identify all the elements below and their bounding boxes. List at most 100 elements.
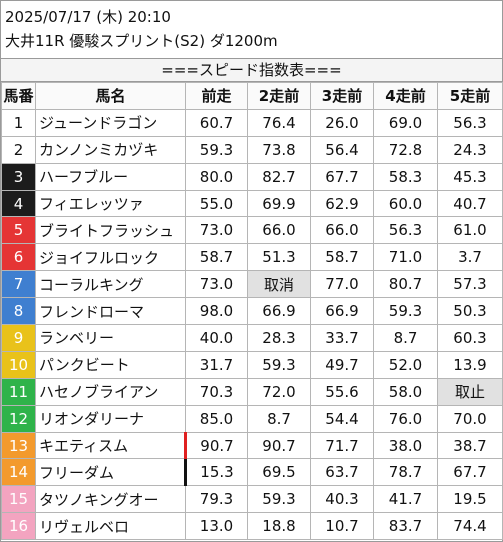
- horse-number: 4: [1, 189, 36, 218]
- speed-index-value: 51.3: [247, 243, 311, 272]
- horse-number: 5: [1, 216, 36, 245]
- speed-index-value: 79.3: [185, 485, 248, 514]
- horse-name: コーラルキング: [35, 270, 186, 299]
- speed-index-value: 58.7: [185, 243, 248, 272]
- table-row: 2 カンノンミカヅキ 59.3 73.8 56.4 72.8 24.3: [1, 135, 503, 164]
- table-row: 12 リオンダリーナ 85.0 8.7 54.4 76.0 70.0: [1, 404, 503, 433]
- horse-number: 11: [1, 377, 36, 406]
- table-row: 10 パンクビート 31.7 59.3 49.7 52.0 13.9: [1, 350, 503, 379]
- speed-index-value: 67.7: [310, 162, 374, 191]
- horse-number: 15: [1, 485, 36, 514]
- horse-number: 2: [1, 135, 36, 164]
- table-row: 9 ランベリー 40.0 28.3 33.7 8.7 60.3: [1, 324, 503, 352]
- speed-index-value: 26.0: [310, 108, 374, 137]
- col-header-prev4: 4走前: [373, 82, 438, 110]
- speed-index-value: 69.9: [247, 189, 311, 218]
- speed-index-value: 60.3: [437, 324, 503, 352]
- speed-index-value: 38.7: [437, 431, 503, 460]
- table-row: 6 ジョイフルロック 58.7 51.3 58.7 71.0 3.7: [1, 243, 503, 272]
- horse-name: ジョイフルロック: [35, 243, 186, 272]
- speed-index-value: 57.3: [437, 270, 503, 299]
- speed-index-value: 73.0: [185, 270, 248, 299]
- speed-index-value: 80.7: [373, 270, 438, 299]
- table-title: ===スピード指数表===: [1, 58, 502, 82]
- table-row: 5 ブライトフラッシュ 73.0 66.0 66.0 56.3 61.0: [1, 216, 503, 245]
- col-header-prev5: 5走前: [437, 82, 503, 110]
- col-header-num: 馬番: [1, 82, 36, 110]
- speed-index-value: 61.0: [437, 216, 503, 245]
- horse-number: 14: [1, 458, 36, 487]
- horse-name: リヴェルベロ: [35, 512, 186, 541]
- speed-index-value: 50.3: [437, 297, 503, 326]
- speed-index-value: 13.0: [185, 512, 248, 541]
- speed-index-value: 62.9: [310, 189, 374, 218]
- speed-index-value: 66.9: [247, 297, 311, 326]
- speed-index-value: 8.7: [373, 324, 438, 352]
- horse-number: 1: [1, 108, 36, 137]
- speed-index-value: 60.0: [373, 189, 438, 218]
- speed-index-value: 59.3: [247, 350, 311, 379]
- horse-name: ハーフブルー: [35, 162, 186, 191]
- speed-index-value: 80.0: [185, 162, 248, 191]
- speed-index-value: 67.7: [437, 458, 503, 487]
- speed-index-value: 72.8: [373, 135, 438, 164]
- table-row: 1 ジューンドラゴン 60.7 76.4 26.0 69.0 56.3: [1, 108, 503, 137]
- horse-name: カンノンミカヅキ: [35, 135, 186, 164]
- horse-number: 3: [1, 162, 36, 191]
- col-header-prev3: 3走前: [310, 82, 374, 110]
- horse-number: 6: [1, 243, 36, 272]
- horse-name: ブライトフラッシュ: [35, 216, 186, 245]
- speed-index-value: 66.9: [310, 297, 374, 326]
- speed-index-value: 31.7: [185, 350, 248, 379]
- race-title: 大井11R 優駿スプリント(S2) ダ1200m: [5, 32, 278, 50]
- speed-index-value: 74.4: [437, 512, 503, 541]
- speed-index-value: 59.3: [185, 135, 248, 164]
- speed-index-value: 82.7: [247, 162, 311, 191]
- speed-index-value: 28.3: [247, 324, 311, 352]
- speed-index-value: 70.3: [185, 377, 248, 406]
- speed-index-value: 59.3: [247, 485, 311, 514]
- speed-index-value: 40.0: [185, 324, 248, 352]
- speed-index-value: 56.4: [310, 135, 374, 164]
- table-row: 11 ハセノブライアン 70.3 72.0 55.6 58.0 取止: [1, 377, 503, 406]
- horse-number: 16: [1, 512, 36, 541]
- col-header-prev1: 前走: [185, 82, 248, 110]
- table-row: 7 コーラルキング 73.0 取消 77.0 80.7 57.3: [1, 270, 503, 299]
- speed-index-value: 52.0: [373, 350, 438, 379]
- speed-index-value: 38.0: [373, 431, 438, 460]
- speed-index-value: 19.5: [437, 485, 503, 514]
- speed-index-value: 90.7: [247, 431, 311, 460]
- speed-index-value: 24.3: [437, 135, 503, 164]
- speed-index-value: 58.3: [373, 162, 438, 191]
- speed-index-value: 71.0: [373, 243, 438, 272]
- speed-index-value: 76.4: [247, 108, 311, 137]
- speed-index-value: 98.0: [185, 297, 248, 326]
- speed-index-value: 78.7: [373, 458, 438, 487]
- table-row: 13 キエティスム 90.7 90.7 71.7 38.0 38.7: [1, 431, 503, 460]
- speed-index-table: 馬番 馬名 前走 2走前 3走前 4走前 5走前 1 ジューンドラゴン 60.7 76…: [1, 82, 503, 541]
- speed-index-value: 55.6: [310, 377, 374, 406]
- horse-number: 10: [1, 350, 36, 379]
- speed-index-value: 40.3: [310, 485, 374, 514]
- table-row: 16 リヴェルベロ 13.0 18.8 10.7 83.7 74.4: [1, 512, 503, 541]
- speed-index-value: 13.9: [437, 350, 503, 379]
- horse-number: 7: [1, 270, 36, 299]
- horse-name: パンクビート: [35, 350, 186, 379]
- speed-index-value: 18.8: [247, 512, 311, 541]
- speed-index-value: 58.7: [310, 243, 374, 272]
- speed-index-value: 取消: [247, 270, 311, 299]
- speed-index-value: 70.0: [437, 404, 503, 433]
- speed-index-value: 83.7: [373, 512, 438, 541]
- race-datetime: 2025/07/17 (木) 20:10: [5, 8, 171, 26]
- speed-index-value: 73.8: [247, 135, 311, 164]
- speed-index-value: 72.0: [247, 377, 311, 406]
- header-row: 馬番 馬名 前走 2走前 3走前 4走前 5走前: [1, 82, 503, 110]
- speed-index-value: 73.0: [185, 216, 248, 245]
- col-header-prev2: 2走前: [247, 82, 311, 110]
- horse-number: 8: [1, 297, 36, 326]
- speed-index-value: 59.3: [373, 297, 438, 326]
- speed-index-value: 33.7: [310, 324, 374, 352]
- speed-index-value: 56.3: [437, 108, 503, 137]
- table-row: 14 フリーダム 15.3 69.5 63.7 78.7 67.7: [1, 458, 503, 487]
